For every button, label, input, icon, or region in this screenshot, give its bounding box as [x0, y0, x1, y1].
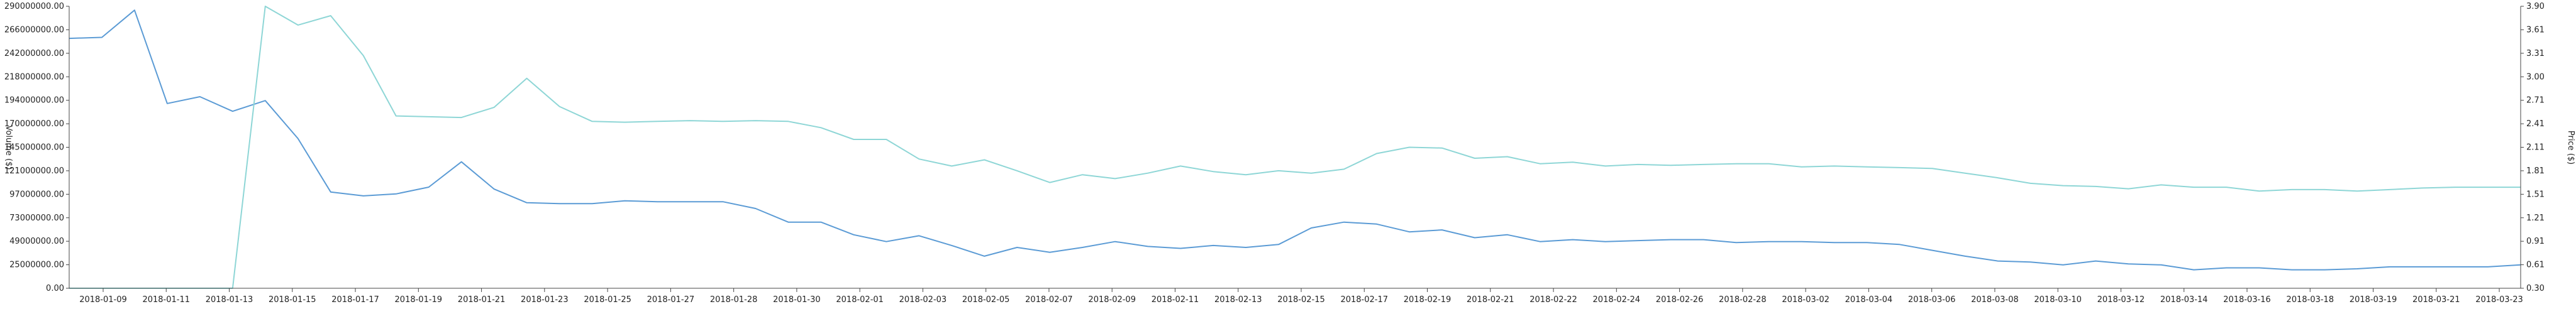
x-tick-label: 2018-01-23: [521, 295, 569, 305]
x-tick-label: 2018-01-17: [331, 295, 379, 305]
x-tick-label: 2018-03-04: [1845, 295, 1893, 305]
y-left-tick-label: 73000000.00: [9, 214, 64, 223]
x-tick-label: 2018-01-21: [458, 295, 506, 305]
y-left-tick-label: 218000000.00: [4, 72, 64, 82]
volume-series-line: [69, 9, 2521, 271]
x-tick-label: 2018-03-21: [2412, 295, 2460, 305]
x-tick-label: 2018-02-15: [1277, 295, 1325, 305]
y-left-tick-label: 121000000.00: [4, 166, 64, 176]
x-tick-label: 2018-01-25: [584, 295, 631, 305]
x-tick-label: 2018-03-12: [2097, 295, 2145, 305]
x-tick-label: 2018-03-19: [2350, 295, 2397, 305]
y-right-tick-label: 0.61: [2526, 261, 2545, 270]
x-tick-label: 2018-01-15: [269, 295, 316, 305]
x-tick-label: 2018-01-11: [142, 295, 190, 305]
y-left-tick-label: 170000000.00: [4, 119, 64, 129]
x-tick-label: 2018-02-05: [962, 295, 1010, 305]
x-tick-label: 2018-02-13: [1214, 295, 1262, 305]
x-tick-label: 2018-01-30: [773, 295, 821, 305]
x-tick-label: 2018-03-18: [2286, 295, 2334, 305]
price-series-line: [69, 6, 2521, 289]
y-right-tick-label: 2.11: [2526, 143, 2545, 153]
y-right-tick-label: 0.91: [2526, 237, 2545, 246]
y-left-tick-label: 194000000.00: [4, 96, 64, 106]
x-tick-label: 2018-01-28: [710, 295, 758, 305]
y-right-tick-label: 3.90: [2526, 2, 2545, 11]
x-tick-label: 2018-03-14: [2160, 295, 2208, 305]
x-tick-label: 2018-03-16: [2223, 295, 2271, 305]
y-left-tick-label: 97000000.00: [9, 190, 64, 199]
y-left-tick-label: 290000000.00: [4, 2, 64, 11]
x-tick-label: 2018-03-02: [1782, 295, 1829, 305]
y-left-tick-label: 0.00: [46, 284, 64, 293]
x-tick-label: 2018-03-23: [2475, 295, 2523, 305]
x-tick-label: 2018-02-22: [1530, 295, 1577, 305]
x-tick-label: 2018-01-09: [79, 295, 127, 305]
x-tick-label: 2018-02-03: [899, 295, 947, 305]
y-right-tick-label: 2.71: [2526, 96, 2545, 106]
x-tick-label: 2018-02-17: [1340, 295, 1388, 305]
y-left-tick-label: 145000000.00: [4, 143, 64, 153]
x-tick-label: 2018-01-13: [206, 295, 253, 305]
y-left-tick-label: 25000000.00: [9, 261, 64, 270]
y-left-tick-label: 242000000.00: [4, 49, 64, 58]
y-right-tick-label: 2.41: [2526, 119, 2545, 129]
y-left-axis-title: Volume ($): [4, 126, 13, 170]
x-tick-label: 2018-02-21: [1467, 295, 1514, 305]
y-left-tick-label: 266000000.00: [4, 25, 64, 35]
x-tick-label: 2018-02-09: [1088, 295, 1136, 305]
y-right-tick-label: 1.81: [2526, 166, 2545, 176]
x-tick-label: 2018-02-26: [1656, 295, 1704, 305]
y-right-tick-label: 0.30: [2526, 284, 2545, 293]
x-tick-label: 2018-02-28: [1719, 295, 1767, 305]
x-tick-label: 2018-02-01: [836, 295, 884, 305]
y-right-tick-label: 1.21: [2526, 214, 2545, 223]
y-right-axis-title: Price ($): [2566, 131, 2575, 165]
x-tick-label: 2018-01-27: [647, 295, 695, 305]
x-tick-label: 2018-02-11: [1152, 295, 1199, 305]
x-tick-label: 2018-01-19: [395, 295, 443, 305]
x-tick-label: 2018-02-07: [1025, 295, 1073, 305]
y-right-tick-label: 3.61: [2526, 25, 2545, 35]
x-tick-label: 2018-03-08: [1971, 295, 2019, 305]
y-right-tick-label: 3.31: [2526, 49, 2545, 58]
y-right-tick-label: 3.00: [2526, 72, 2545, 82]
y-left-tick-label: 49000000.00: [9, 237, 64, 246]
x-tick-label: 2018-02-24: [1593, 295, 1641, 305]
x-tick-label: 2018-03-06: [1908, 295, 1956, 305]
x-tick-label: 2018-02-19: [1404, 295, 1452, 305]
x-tick-label: 2018-03-10: [2034, 295, 2082, 305]
y-right-tick-label: 1.51: [2526, 190, 2545, 199]
